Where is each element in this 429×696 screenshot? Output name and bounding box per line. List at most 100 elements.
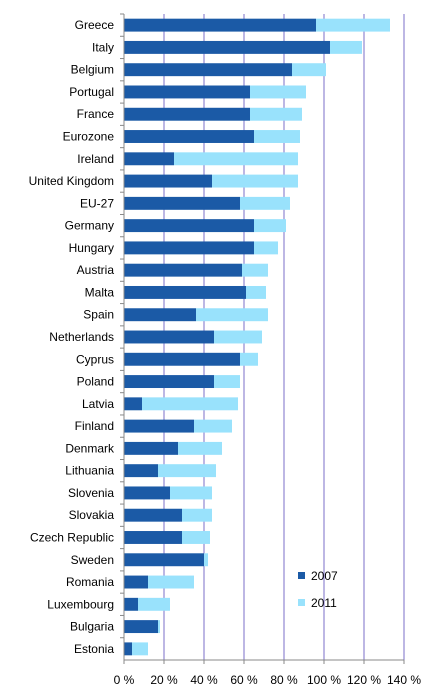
category-label: Italy	[92, 40, 114, 54]
bar-2011-czech-republic	[182, 531, 210, 544]
bar-2011-malta	[246, 285, 266, 299]
category-label: Luxembourg	[47, 597, 114, 611]
category-label: Ireland	[77, 152, 114, 166]
legend-swatch	[298, 572, 305, 579]
category-label: Czech Republic	[30, 530, 114, 544]
bar-2007-finland	[124, 419, 194, 433]
category-label: Poland	[77, 375, 114, 389]
bar-2011-romania	[148, 575, 194, 589]
bar-2007-greece	[124, 18, 316, 32]
bar-2011-bulgaria	[158, 620, 160, 634]
category-label: Denmark	[65, 441, 115, 455]
bar-2007-cyprus	[124, 352, 240, 366]
bar-2011-greece	[316, 18, 390, 32]
bar-2011-eurozone	[254, 130, 300, 143]
category-label: United Kingdom	[29, 174, 114, 188]
bar-2007-netherlands	[124, 330, 214, 344]
category-labels: Greece Italy Belgium Portugal France Eurozone…	[29, 18, 115, 656]
legend-label: 2011	[311, 596, 337, 610]
bar-2011-latvia	[142, 397, 238, 411]
legend-swatch	[298, 599, 305, 606]
bar-2011-sweden	[204, 553, 208, 567]
category-label: Bulgaria	[70, 620, 114, 634]
bar-2007-italy	[124, 40, 330, 54]
bar-2011-spain	[196, 308, 268, 322]
category-label: Malta	[85, 285, 115, 299]
category-label: Spain	[83, 308, 114, 322]
bar-2011-finland	[194, 419, 232, 433]
category-label: Sweden	[71, 553, 114, 567]
bar-2011-germany	[254, 219, 286, 233]
category-label: Austria	[77, 263, 115, 277]
bar-2011-cyprus	[240, 352, 258, 366]
bar-2011-slovenia	[170, 486, 212, 500]
category-label: France	[77, 107, 115, 121]
bar-2011-france	[250, 107, 302, 121]
category-label: Hungary	[69, 241, 114, 255]
bar-2011-italy	[330, 40, 362, 54]
category-label: Latvia	[82, 397, 114, 411]
axes	[120, 13, 405, 664]
bar-2007-ireland	[124, 152, 174, 166]
bar-2007-hungary	[124, 241, 254, 255]
x-tick-labels: 0 % 20 % 40 % 60 % 80 % 100 % 120 % 140 %	[114, 673, 422, 687]
bar-2007-eu-27	[124, 196, 240, 210]
bar-2007-romania	[124, 575, 148, 589]
bar-2011-belgium	[292, 63, 326, 77]
bar-2007-united-kingdom	[124, 174, 212, 188]
category-label: Romania	[66, 575, 114, 589]
category-label: Eurozone	[63, 130, 115, 144]
x-tick-label: 140 %	[387, 673, 421, 687]
bar-2011-poland	[214, 375, 240, 389]
bar-2011-portugal	[250, 85, 306, 99]
bars	[124, 18, 390, 656]
x-tick-label: 40 %	[190, 673, 218, 687]
bar-2007-latvia	[124, 397, 142, 411]
bar-2007-malta	[124, 285, 246, 299]
bar-2011-united-kingdom	[212, 174, 298, 188]
category-label: EU-27	[80, 196, 114, 210]
x-tick-label: 20 %	[150, 673, 178, 687]
category-label: Portugal	[69, 85, 114, 99]
category-label: Slovenia	[68, 486, 114, 500]
category-label: Germany	[65, 219, 114, 233]
category-label: Finland	[75, 419, 114, 433]
x-tick-label: 120 %	[347, 673, 381, 687]
bar-2007-bulgaria	[124, 620, 158, 634]
category-label: Belgium	[71, 63, 114, 77]
bar-2007-luxembourg	[124, 597, 138, 611]
bar-2007-sweden	[124, 553, 204, 567]
bar-2007-slovakia	[124, 508, 182, 522]
category-label: Cyprus	[76, 352, 114, 366]
legend-label: 2007	[311, 569, 338, 583]
bar-2011-austria	[242, 263, 268, 277]
bar-2007-slovenia	[124, 486, 170, 500]
bar-2011-estonia	[132, 642, 148, 656]
bar-2007-germany	[124, 219, 254, 233]
bar-2011-denmark	[178, 441, 222, 455]
category-label: Greece	[75, 18, 115, 32]
x-tick-label: 100 %	[307, 673, 341, 687]
x-tick-label: 60 %	[230, 673, 258, 687]
bar-2007-denmark	[124, 441, 178, 455]
bar-2007-czech-republic	[124, 531, 182, 544]
bar-2007-france	[124, 107, 250, 121]
bar-2011-lithuania	[158, 464, 216, 478]
bar-2011-luxembourg	[138, 597, 170, 611]
bar-2011-netherlands	[214, 330, 262, 344]
bar-2007-portugal	[124, 85, 250, 99]
bar-2011-hungary	[254, 241, 278, 255]
bar-2007-estonia	[124, 642, 132, 656]
bar-2007-austria	[124, 263, 242, 277]
bar-2007-eurozone	[124, 130, 254, 143]
category-label: Lithuania	[65, 464, 114, 478]
bar-2007-belgium	[124, 63, 292, 77]
bar-2011-slovakia	[182, 508, 212, 522]
bar-2011-ireland	[174, 152, 298, 166]
category-label: Slovakia	[69, 508, 115, 522]
x-tick-label: 0 %	[114, 673, 135, 687]
bar-2007-lithuania	[124, 464, 158, 478]
x-tick-label: 80 %	[270, 673, 298, 687]
bar-2007-spain	[124, 308, 196, 322]
